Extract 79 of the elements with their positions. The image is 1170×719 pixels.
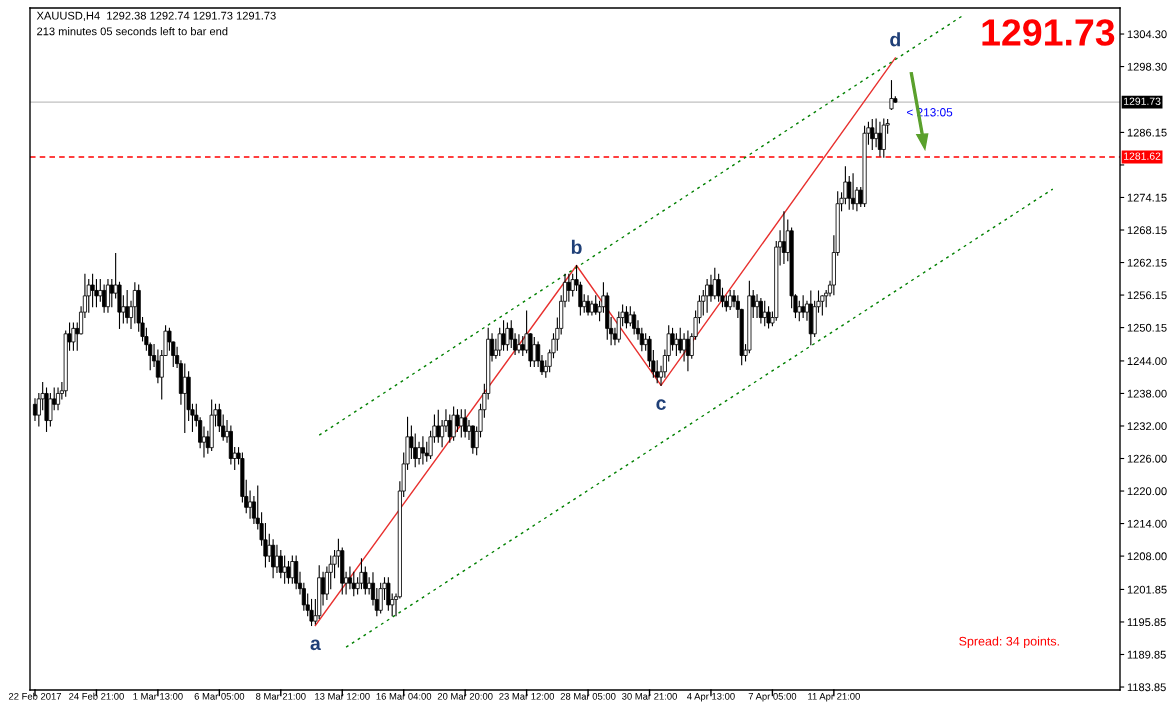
annotation: b [571,239,582,255]
candlestick [105,279,111,313]
annotation: Spread: 34 points. [959,636,1059,649]
y-tick-label: 1195.85 [1127,618,1166,627]
y-tick-label: 1232.00 [1127,422,1167,431]
annotation: d [890,32,900,47]
x-tick-label: 23 Mar 12:00 [499,693,555,700]
x-tick-label: 6 Mar 05:00 [194,693,245,700]
candlestick [728,289,733,310]
candlestick [420,436,425,465]
y-tick-label: 1244.00 [1127,357,1167,366]
candlestick [705,279,710,313]
candlestick [755,294,760,319]
candlestick [674,333,679,357]
y-tick-label: 1208.00 [1127,552,1167,561]
text: 213 minutes 05 seconds left to bar end [37,27,228,36]
y-tick-label: 1268.15 [1127,226,1167,235]
x-tick-label: 4 Apr 13:00 [687,693,735,702]
candlestick [282,555,287,584]
y-tick-label: 1286.15 [1127,128,1167,137]
candlestick [32,398,38,422]
candlestick [90,273,95,308]
x-tick-label: 13 Mar 12:00 [315,693,370,700]
candlestick [71,322,76,351]
x-tick-label: 8 Mar 21:00 [256,693,306,700]
y-tick-label: 1250.15 [1127,323,1167,332]
candlestick [877,121,883,157]
candlestick [851,173,856,210]
y-tick-label: 1226.00 [1127,454,1167,463]
annotation: c [656,399,666,410]
candlestick [520,335,525,357]
candlestick [459,409,464,438]
y-tick-label: 1189.85 [1127,650,1166,659]
candlestick [847,176,852,210]
chart-title: XAUUSD,H4 1292.38 1292.74 1291.73 1291.73 [36,11,276,21]
ref-line-label: 1291.73 [1124,97,1161,105]
candlestick [451,406,456,441]
ref-line-label: 1281.62 [1124,152,1161,160]
candlestick [125,289,130,324]
y-tick-label: 1201.85 [1127,585,1167,594]
candlestick [874,118,879,148]
candlestick [505,322,510,351]
candlestick [532,337,537,367]
candlestick [463,409,468,438]
candlestick [290,555,295,584]
x-tick-label: 7 Apr 05:00 [748,693,797,702]
candlestick [274,544,280,573]
line-series [314,57,897,627]
y-tick-label: 1214.00 [1127,519,1167,528]
x-tick-label: 28 Mar 05:00 [560,693,616,700]
candlestick [682,333,687,362]
x-tick-label: 11 Apr 21:00 [808,693,860,702]
candlestick [801,295,806,319]
candlestick [182,363,187,434]
y-tick-label: 1220.00 [1127,487,1167,496]
candlestick [436,409,441,443]
x-tick-label: 20 Mar 20:00 [437,693,493,700]
candlestick [762,300,767,327]
y-tick-label: 1238.00 [1127,389,1167,398]
candlestick [248,490,253,519]
y-tick-label: 1274.15 [1127,193,1167,202]
x-tick-label: 1 Mar 13:00 [133,693,183,700]
candlestick [870,119,875,151]
annotation: a [310,639,321,651]
candlestick [708,274,714,302]
x-tick-label: 24 Feb 21:00 [69,692,124,700]
x-tick-label: 30 Mar 21:00 [622,693,677,700]
x-tick-label: 22 Feb 2017 [8,692,62,700]
y-tick-label: 1256.15 [1127,291,1167,300]
candlestick [628,306,633,327]
x-tick-label: 16 Mar 04:00 [376,693,432,700]
y-tick-label: 1304.30 [1127,30,1167,39]
candlestick [501,320,506,351]
candlestick [624,306,629,329]
annotation: 1291.73 [982,19,1115,46]
y-tick-label: 1262.15 [1127,258,1167,267]
y-tick-label: 1298.30 [1127,62,1167,71]
y-tick-label: 1183.85 [1127,683,1166,692]
candlestick [678,327,683,354]
